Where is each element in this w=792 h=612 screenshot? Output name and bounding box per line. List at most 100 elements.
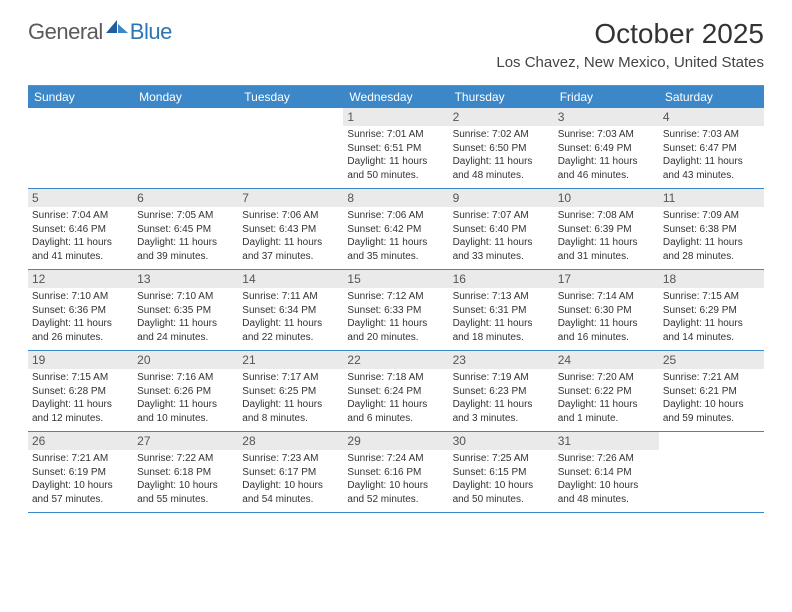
day-cell: 25 Sunrise: 7:21 AMSunset: 6:21 PMDayligh… — [659, 351, 764, 431]
day-number: 30 — [449, 432, 554, 450]
page-header: General Blue October 2025 Los Chavez, Ne… — [0, 0, 792, 77]
week-row: 12 Sunrise: 7:10 AMSunset: 6:36 PMDayligh… — [28, 270, 764, 351]
day-details: Sunrise: 7:02 AMSunset: 6:50 PMDaylight:… — [453, 128, 550, 182]
day-details: Sunrise: 7:25 AMSunset: 6:15 PMDaylight:… — [453, 452, 550, 506]
day-number: 25 — [659, 351, 764, 369]
day-details: Sunrise: 7:16 AMSunset: 6:26 PMDaylight:… — [137, 371, 234, 425]
week-row: ...1Sunrise: 7:01 AMSunset: 6:51 PMDayli… — [28, 108, 764, 189]
day-cell: 16 Sunrise: 7:13 AMSunset: 6:31 PMDayligh… — [449, 270, 554, 350]
day-details: Sunrise: 7:05 AMSunset: 6:45 PMDaylight:… — [137, 209, 234, 263]
day-number: 13 — [133, 270, 238, 288]
day-cell: 8Sunrise: 7:06 AMSunset: 6:42 PMDaylight… — [343, 189, 448, 269]
logo-sail-icon — [106, 18, 128, 39]
day-cell: 30 Sunrise: 7:25 AMSunset: 6:15 PMDayligh… — [449, 432, 554, 512]
weekday-header: Tuesday — [238, 86, 343, 108]
day-cell: 29Sunrise: 7:24 AMSunset: 6:16 PMDayligh… — [343, 432, 448, 512]
weekday-header: Friday — [554, 86, 659, 108]
location-text: Los Chavez, New Mexico, United States — [496, 54, 764, 71]
weekday-header: Sunday — [28, 86, 133, 108]
day-cell: . — [28, 108, 133, 188]
day-number: 16 — [449, 270, 554, 288]
day-number: 19 — [28, 351, 133, 369]
day-details: Sunrise: 7:14 AMSunset: 6:30 PMDaylight:… — [558, 290, 655, 344]
day-details: Sunrise: 7:08 AMSunset: 6:39 PMDaylight:… — [558, 209, 655, 263]
day-number: 17 — [554, 270, 659, 288]
day-number: 18 — [659, 270, 764, 288]
day-details: Sunrise: 7:04 AMSunset: 6:46 PMDaylight:… — [32, 209, 129, 263]
day-number: 24 — [554, 351, 659, 369]
day-number: 31 — [554, 432, 659, 450]
day-cell: 28 Sunrise: 7:23 AMSunset: 6:17 PMDayligh… — [238, 432, 343, 512]
day-cell: 6 Sunrise: 7:05 AMSunset: 6:45 PMDaylight… — [133, 189, 238, 269]
day-cell: 18 Sunrise: 7:15 AMSunset: 6:29 PMDayligh… — [659, 270, 764, 350]
day-details: Sunrise: 7:10 AMSunset: 6:35 PMDaylight:… — [137, 290, 234, 344]
day-details: Sunrise: 7:03 AMSunset: 6:47 PMDaylight:… — [663, 128, 760, 182]
day-details: Sunrise: 7:03 AMSunset: 6:49 PMDaylight:… — [558, 128, 655, 182]
day-details: Sunrise: 7:21 AMSunset: 6:19 PMDaylight:… — [32, 452, 129, 506]
day-details: Sunrise: 7:15 AMSunset: 6:29 PMDaylight:… — [663, 290, 760, 344]
day-details: Sunrise: 7:19 AMSunset: 6:23 PMDaylight:… — [453, 371, 550, 425]
week-row: 19 Sunrise: 7:15 AMSunset: 6:28 PMDayligh… — [28, 351, 764, 432]
day-number: 9 — [449, 189, 554, 207]
day-cell: 15 Sunrise: 7:12 AMSunset: 6:33 PMDayligh… — [343, 270, 448, 350]
day-number: 3 — [554, 108, 659, 126]
day-details: Sunrise: 7:20 AMSunset: 6:22 PMDaylight:… — [558, 371, 655, 425]
day-number: 15 — [343, 270, 448, 288]
day-details: Sunrise: 7:15 AMSunset: 6:28 PMDaylight:… — [32, 371, 129, 425]
day-cell: 24 Sunrise: 7:20 AMSunset: 6:22 PMDayligh… — [554, 351, 659, 431]
day-details: Sunrise: 7:01 AMSunset: 6:51 PMDaylight:… — [347, 128, 444, 182]
day-number: 22 — [343, 351, 448, 369]
title-block: October 2025 Los Chavez, New Mexico, Uni… — [496, 18, 764, 71]
day-details: Sunrise: 7:11 AMSunset: 6:34 PMDaylight:… — [242, 290, 339, 344]
day-details: Sunrise: 7:09 AMSunset: 6:38 PMDaylight:… — [663, 209, 760, 263]
day-cell: . — [659, 432, 764, 512]
day-details: Sunrise: 7:18 AMSunset: 6:24 PMDaylight:… — [347, 371, 444, 425]
day-details: Sunrise: 7:23 AMSunset: 6:17 PMDaylight:… — [242, 452, 339, 506]
weekday-header-row: SundayMondayTuesdayWednesdayThursdayFrid… — [28, 86, 764, 108]
day-details: Sunrise: 7:21 AMSunset: 6:21 PMDaylight:… — [663, 371, 760, 425]
day-cell: 1 Sunrise: 7:01 AMSunset: 6:51 PMDaylight… — [343, 108, 448, 188]
day-number: 26 — [28, 432, 133, 450]
day-details: Sunrise: 7:26 AMSunset: 6:14 PMDaylight:… — [558, 452, 655, 506]
week-row: 26 Sunrise: 7:21 AMSunset: 6:19 PMDayligh… — [28, 432, 764, 513]
logo-text-general: General — [28, 19, 103, 45]
day-cell: 13 Sunrise: 7:10 AMSunset: 6:35 PMDayligh… — [133, 270, 238, 350]
day-number: 7 — [238, 189, 343, 207]
day-details: Sunrise: 7:13 AMSunset: 6:31 PMDaylight:… — [453, 290, 550, 344]
day-number: 4 — [659, 108, 764, 126]
day-number: 21 — [238, 351, 343, 369]
day-number: 2 — [449, 108, 554, 126]
day-cell: 12 Sunrise: 7:10 AMSunset: 6:36 PMDayligh… — [28, 270, 133, 350]
day-number: 11 — [659, 189, 764, 207]
week-row: 5Sunrise: 7:04 AMSunset: 6:46 PMDaylight… — [28, 189, 764, 270]
day-number: 14 — [238, 270, 343, 288]
day-details: Sunrise: 7:24 AMSunset: 6:16 PMDaylight:… — [347, 452, 444, 506]
day-cell: 7Sunrise: 7:06 AMSunset: 6:43 PMDaylight… — [238, 189, 343, 269]
day-cell: 3 Sunrise: 7:03 AMSunset: 6:49 PMDaylight… — [554, 108, 659, 188]
logo: General Blue — [28, 18, 172, 45]
weekday-header: Saturday — [659, 86, 764, 108]
day-cell: 31 Sunrise: 7:26 AMSunset: 6:14 PMDayligh… — [554, 432, 659, 512]
day-details: Sunrise: 7:06 AMSunset: 6:42 PMDaylight:… — [347, 209, 444, 263]
day-cell: 21Sunrise: 7:17 AMSunset: 6:25 PMDayligh… — [238, 351, 343, 431]
day-cell: 19 Sunrise: 7:15 AMSunset: 6:28 PMDayligh… — [28, 351, 133, 431]
day-number: 28 — [238, 432, 343, 450]
day-details: Sunrise: 7:10 AMSunset: 6:36 PMDaylight:… — [32, 290, 129, 344]
day-details: Sunrise: 7:07 AMSunset: 6:40 PMDaylight:… — [453, 209, 550, 263]
day-number: 10 — [554, 189, 659, 207]
day-cell: 11 Sunrise: 7:09 AMSunset: 6:38 PMDayligh… — [659, 189, 764, 269]
day-number: 6 — [133, 189, 238, 207]
day-cell: 22 Sunrise: 7:18 AMSunset: 6:24 PMDayligh… — [343, 351, 448, 431]
day-cell: 5Sunrise: 7:04 AMSunset: 6:46 PMDaylight… — [28, 189, 133, 269]
day-details: Sunrise: 7:22 AMSunset: 6:18 PMDaylight:… — [137, 452, 234, 506]
day-details: Sunrise: 7:12 AMSunset: 6:33 PMDaylight:… — [347, 290, 444, 344]
day-cell: 9 Sunrise: 7:07 AMSunset: 6:40 PMDaylight… — [449, 189, 554, 269]
day-cell: 23Sunrise: 7:19 AMSunset: 6:23 PMDayligh… — [449, 351, 554, 431]
day-cell: 27Sunrise: 7:22 AMSunset: 6:18 PMDayligh… — [133, 432, 238, 512]
month-title: October 2025 — [496, 18, 764, 50]
day-cell: 14 Sunrise: 7:11 AMSunset: 6:34 PMDayligh… — [238, 270, 343, 350]
day-number: 1 — [343, 108, 448, 126]
day-cell: 4 Sunrise: 7:03 AMSunset: 6:47 PMDaylight… — [659, 108, 764, 188]
day-cell: 26 Sunrise: 7:21 AMSunset: 6:19 PMDayligh… — [28, 432, 133, 512]
day-number: 12 — [28, 270, 133, 288]
